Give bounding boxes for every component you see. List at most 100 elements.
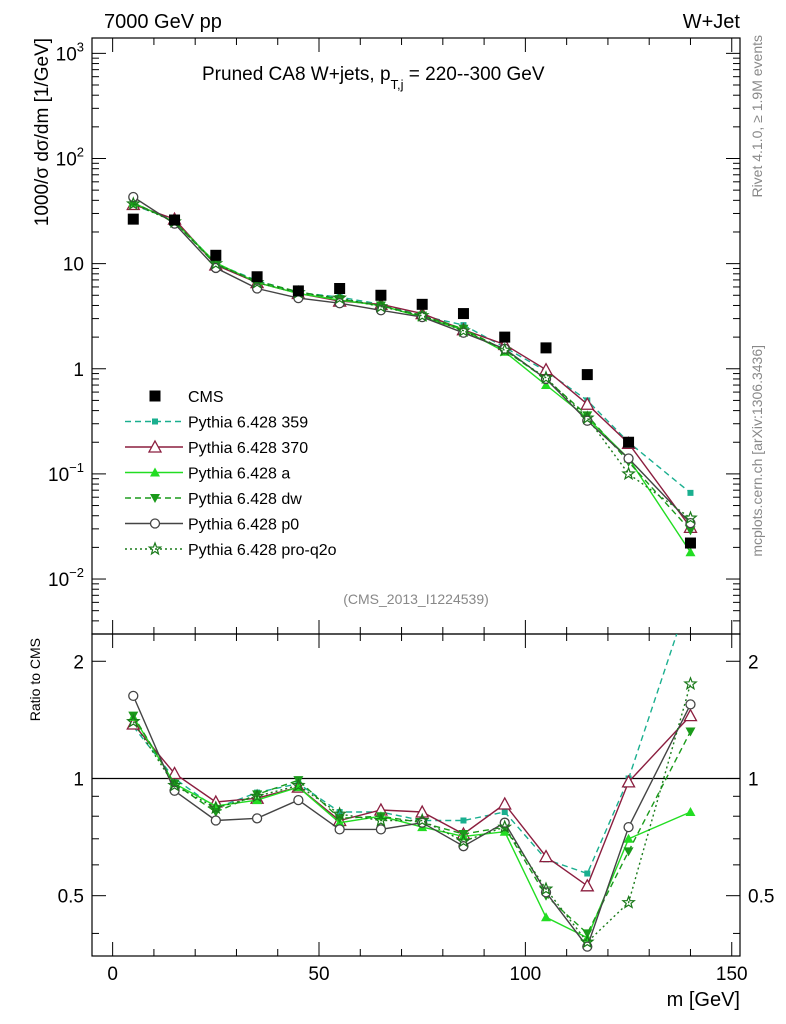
legend-label: Pythia 6.428 370 [188,440,308,457]
ratio-series-point [497,796,512,810]
y-tick-label-main: 1 [73,360,84,381]
y-tick-label-main: 10−2 [48,565,84,591]
ratio-series-line [132,716,691,939]
ratio-series-line [132,634,678,875]
main-series-point [579,410,595,425]
legend-label: Pythia 6.428 359 [188,415,308,432]
ratio-series-point [334,824,345,835]
ratio-series-point [336,809,343,816]
legend-label: Pythia 6.428 dw [188,491,302,508]
cms-data-point [169,214,181,226]
ratio-series-point [252,795,263,805]
legend-marker [147,439,163,453]
ratio-series-point [623,847,634,857]
main-series-point [497,342,513,357]
main-series-point [623,453,634,464]
legend-label: Pythia 6.428 pro-q2o [188,542,337,559]
header-right: W+Jet [683,11,741,33]
ratio-series-point [580,878,595,892]
title-main: Pruned CA8 W+jets, p [202,64,391,85]
plot-title: Pruned CA8 W+jets, pT,j = 220--300 GeV [202,64,545,92]
ratio-series-point [210,815,221,826]
cms-data-point [375,289,387,301]
ratio-series-point [414,812,430,827]
ratio-plot-frame [91,633,741,957]
legend-marker [152,418,158,425]
ratio-series-point [683,708,698,722]
ratio-series-point [415,804,430,818]
ratio-series-point [685,699,696,710]
legend-entry: Pythia 6.428 a [125,466,290,483]
ratio-series-point [251,813,263,824]
y-axis-label-main: 1000/σ dσ/dm [1/GeV] [32,38,53,226]
ratio-series-point [687,590,693,596]
y-tick-label-main: 10−1 [48,460,84,486]
ratio-series-line [132,715,692,887]
y-tick-label-main: 103 [56,39,84,65]
ratio-series-line [132,695,692,949]
ratio-series-point [623,833,634,843]
x-tick-label: 100 [510,964,542,985]
ratio-plot-series [126,590,698,952]
cms-data-point [499,331,511,343]
main-series-point [456,322,471,337]
x-tick-label: 0 [107,964,118,985]
cms-data-point [623,436,635,448]
rivet-version-label: Rivet 4.1.0, ≥ 1.9M events [749,35,765,198]
main-series-point [685,518,696,529]
cms-data-point [127,213,139,225]
ratio-series-point [538,881,554,896]
main-series-point [685,547,696,557]
ratio-series-point [249,788,265,803]
legend: CMS Pythia 6.428 359 Pythia 6.428 370 Pythi… [125,389,337,559]
ratio-series-point [252,790,263,800]
legend-marker-cms [149,390,161,402]
ratio-series-point [621,774,636,788]
ratio-series-point [579,934,595,949]
y-tick-label-ratio-right: 1 [748,769,759,790]
legend-entry: Pythia 6.428 pro-q2o [125,541,337,559]
ratio-series-point [456,833,471,848]
main-series-point [125,196,141,211]
main-series-point [541,380,552,390]
cms-data-point [416,298,428,310]
cms-data-point [251,271,263,283]
ratio-series-point [373,812,389,827]
x-tick-label: 150 [716,964,748,985]
title-rest: = 220--300 GeV [404,64,545,85]
ratio-series-point [126,713,141,728]
ratio-series-point [375,812,386,822]
main-series-point [334,298,345,309]
main-series-point [685,526,696,536]
ratio-series-point [208,800,224,815]
main-series-point [687,489,694,496]
legend-marker [149,518,161,529]
cms-data-point [540,342,552,354]
legend-marker [147,541,163,556]
ratio-series-point [623,821,634,833]
ratio-series-point [293,794,304,806]
main-series-point [208,255,224,270]
ratio-series-point [291,777,306,792]
ratio-series-point [582,929,593,939]
ratio-series-point [685,727,696,737]
legend-marker [150,467,160,477]
ratio-series-line [132,683,692,944]
header-left: 7000 GeV pp [104,11,222,33]
ratio-series-point [497,819,513,834]
legend-entry-cms: CMS [149,389,224,406]
ratio-series-point [128,690,139,702]
y-tick-label-ratio-right: 0.5 [748,887,774,908]
ratio-series-point [458,841,469,852]
cms-data-point [684,537,696,549]
ratio-series-point [169,785,180,796]
legend-entry: Pythia 6.428 dw [125,491,302,508]
legend-marker [150,494,160,503]
ratio-series-point [167,777,182,792]
ratio-series-point [621,894,636,909]
cms-data-point [581,369,593,381]
ratio-series-point [501,809,508,816]
main-series-point [621,466,636,481]
ratio-series-point [683,676,698,691]
cms-data-point [334,283,346,295]
